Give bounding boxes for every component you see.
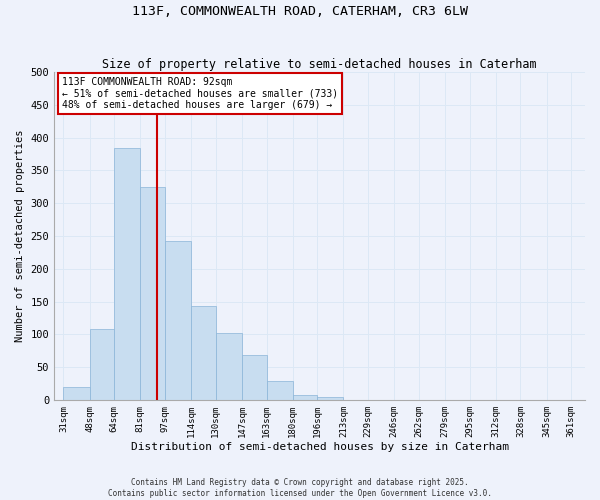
Bar [165, 240, 191, 400]
Bar [266, 381, 293, 400]
Bar [242, 356, 266, 400]
Text: Contains HM Land Registry data © Crown copyright and database right 2025.
Contai: Contains HM Land Registry data © Crown c… [108, 478, 492, 498]
Bar [64, 386, 89, 400]
X-axis label: Distribution of semi-detached houses by size in Caterham: Distribution of semi-detached houses by … [131, 442, 509, 452]
Bar [293, 394, 317, 400]
Title: Size of property relative to semi-detached houses in Caterham: Size of property relative to semi-detach… [102, 58, 537, 71]
Bar [191, 306, 216, 400]
Bar [89, 329, 114, 400]
Y-axis label: Number of semi-detached properties: Number of semi-detached properties [15, 130, 25, 342]
Bar [114, 148, 140, 400]
Text: 113F COMMONWEALTH ROAD: 92sqm
← 51% of semi-detached houses are smaller (733)
48: 113F COMMONWEALTH ROAD: 92sqm ← 51% of s… [62, 77, 338, 110]
Bar [140, 187, 165, 400]
Text: 113F, COMMONWEALTH ROAD, CATERHAM, CR3 6LW: 113F, COMMONWEALTH ROAD, CATERHAM, CR3 6… [132, 5, 468, 18]
Bar [216, 333, 242, 400]
Bar [317, 396, 343, 400]
